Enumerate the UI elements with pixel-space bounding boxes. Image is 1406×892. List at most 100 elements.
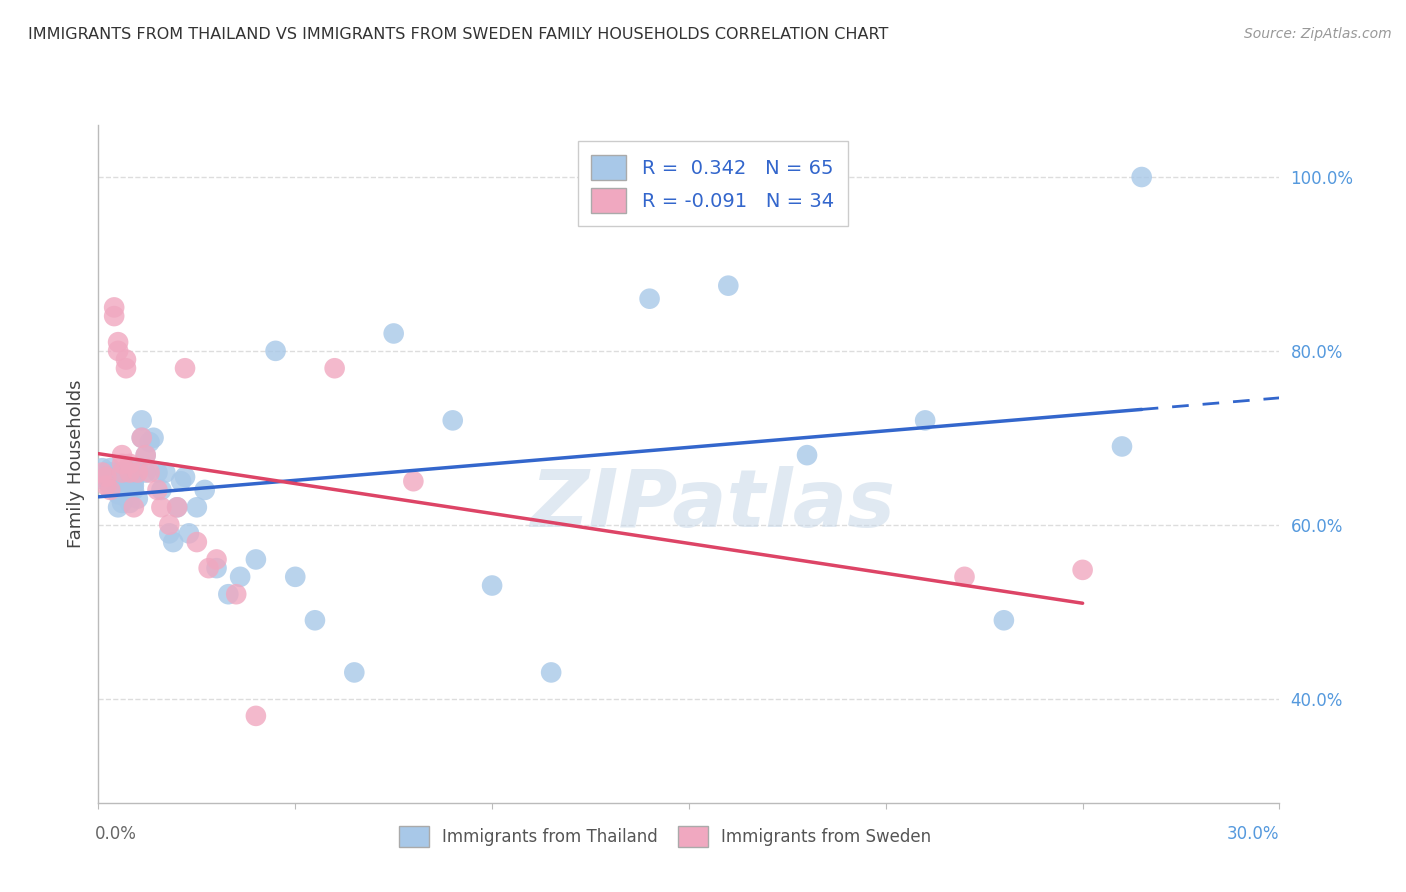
Point xyxy=(146,466,169,480)
Point xyxy=(217,587,239,601)
Point xyxy=(98,461,121,475)
Point xyxy=(166,500,188,515)
Point xyxy=(162,535,184,549)
Point xyxy=(205,552,228,566)
Point xyxy=(157,526,180,541)
Point xyxy=(638,292,661,306)
Point xyxy=(304,613,326,627)
Point xyxy=(118,483,141,497)
Point xyxy=(91,461,114,475)
Point xyxy=(197,561,219,575)
Point xyxy=(91,470,114,484)
Point xyxy=(118,457,141,471)
Point xyxy=(1071,563,1094,577)
Point xyxy=(135,466,157,480)
Point xyxy=(127,491,149,506)
Point xyxy=(131,431,153,445)
Point xyxy=(118,466,141,480)
Point xyxy=(96,478,118,492)
Point xyxy=(107,487,129,501)
Point xyxy=(107,500,129,515)
Point xyxy=(155,466,177,480)
Y-axis label: Family Households: Family Households xyxy=(66,380,84,548)
Point xyxy=(118,496,141,510)
Point xyxy=(146,483,169,497)
Point xyxy=(96,470,118,484)
Point xyxy=(122,478,145,492)
Point xyxy=(264,343,287,358)
Point xyxy=(107,335,129,350)
Point xyxy=(284,570,307,584)
Text: 30.0%: 30.0% xyxy=(1227,824,1279,843)
Point xyxy=(953,570,976,584)
Point xyxy=(98,483,121,497)
Point xyxy=(323,361,346,376)
Text: ZIPatlas: ZIPatlas xyxy=(530,466,896,543)
Text: 0.0%: 0.0% xyxy=(94,824,136,843)
Point xyxy=(122,483,145,497)
Point xyxy=(107,470,129,484)
Point xyxy=(131,431,153,445)
Point xyxy=(103,309,125,323)
Point xyxy=(96,466,118,480)
Point xyxy=(122,500,145,515)
Point xyxy=(111,496,134,510)
Point xyxy=(127,461,149,475)
Point xyxy=(115,352,138,367)
Point xyxy=(98,478,121,492)
Point xyxy=(166,500,188,515)
Point xyxy=(229,570,252,584)
Point xyxy=(186,535,208,549)
Point xyxy=(103,301,125,315)
Point xyxy=(115,361,138,376)
Point xyxy=(1111,440,1133,454)
Point xyxy=(111,448,134,462)
Point xyxy=(103,470,125,484)
Point xyxy=(111,487,134,501)
Point xyxy=(205,561,228,575)
Point xyxy=(343,665,366,680)
Point xyxy=(441,413,464,427)
Point xyxy=(115,483,138,497)
Point xyxy=(122,474,145,488)
Point xyxy=(135,448,157,462)
Point xyxy=(150,500,173,515)
Point xyxy=(245,709,267,723)
Point xyxy=(225,587,247,601)
Point xyxy=(1130,169,1153,184)
Point xyxy=(382,326,405,341)
Point xyxy=(107,343,129,358)
Point xyxy=(481,578,503,592)
Point xyxy=(107,478,129,492)
Point xyxy=(111,457,134,471)
Point xyxy=(98,466,121,480)
Point xyxy=(111,466,134,480)
Point xyxy=(245,552,267,566)
Point xyxy=(402,474,425,488)
Point xyxy=(157,517,180,532)
Point xyxy=(142,431,165,445)
Point xyxy=(131,413,153,427)
Point xyxy=(174,361,197,376)
Point xyxy=(115,470,138,484)
Text: IMMIGRANTS FROM THAILAND VS IMMIGRANTS FROM SWEDEN FAMILY HOUSEHOLDS CORRELATION: IMMIGRANTS FROM THAILAND VS IMMIGRANTS F… xyxy=(28,27,889,42)
Text: Source: ZipAtlas.com: Source: ZipAtlas.com xyxy=(1244,27,1392,41)
Point xyxy=(138,435,160,450)
Point xyxy=(96,474,118,488)
Point xyxy=(103,474,125,488)
Point xyxy=(103,466,125,480)
Point xyxy=(118,466,141,480)
Point xyxy=(170,474,193,488)
Point xyxy=(111,466,134,480)
Point xyxy=(796,448,818,462)
Point xyxy=(127,466,149,480)
Point xyxy=(174,470,197,484)
Point xyxy=(540,665,562,680)
Point xyxy=(194,483,217,497)
Legend: Immigrants from Thailand, Immigrants from Sweden: Immigrants from Thailand, Immigrants fro… xyxy=(391,817,941,855)
Point xyxy=(150,483,173,497)
Point xyxy=(993,613,1015,627)
Point xyxy=(115,478,138,492)
Point xyxy=(717,278,740,293)
Point xyxy=(138,466,160,480)
